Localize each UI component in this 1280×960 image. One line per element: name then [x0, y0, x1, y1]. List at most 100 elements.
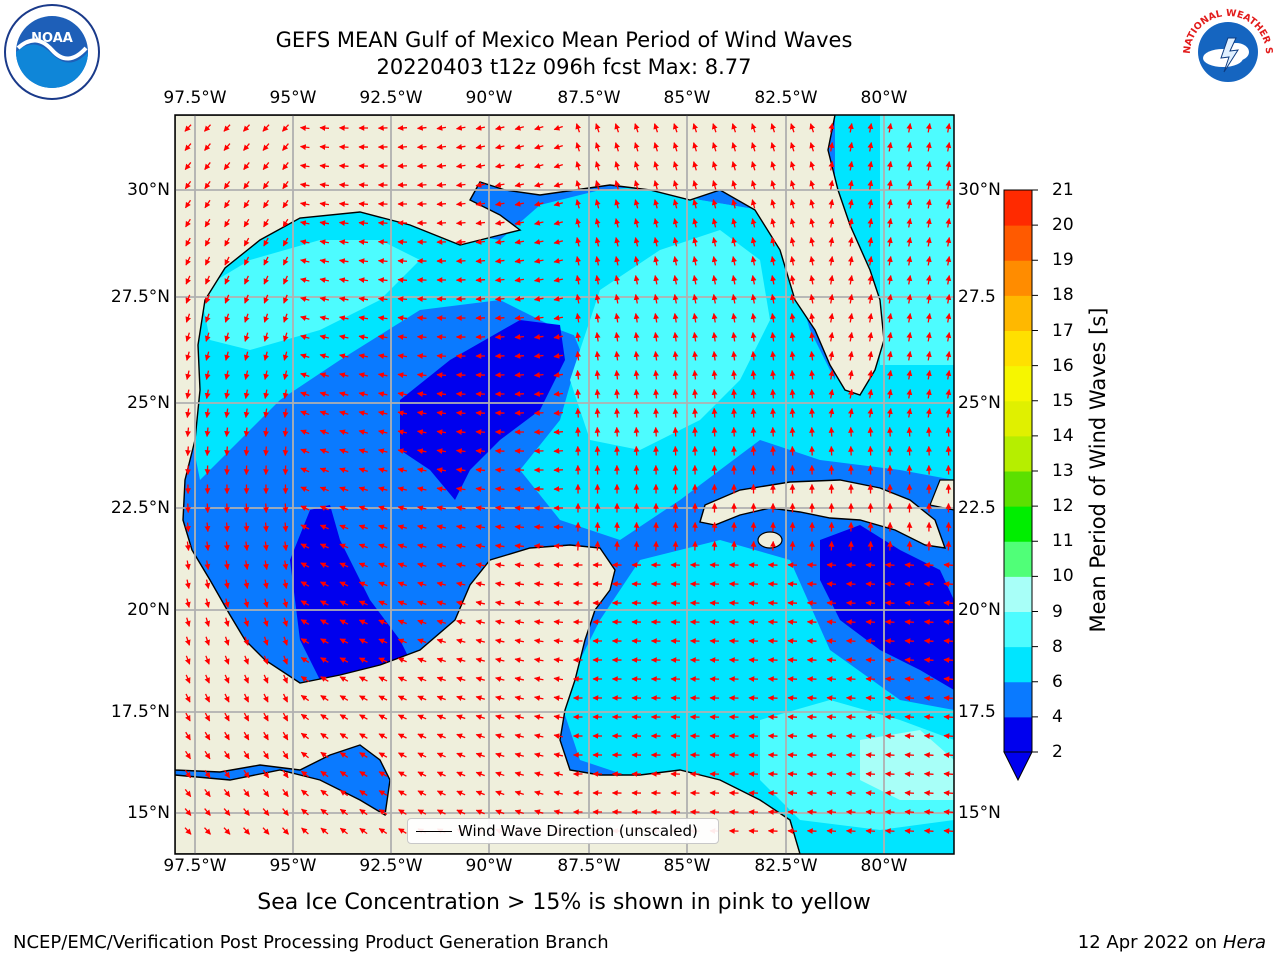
wind-wave-arrow	[204, 750, 211, 760]
wind-wave-arrow	[711, 237, 718, 247]
wind-wave-arrow	[319, 163, 330, 169]
wind-wave-arrow	[653, 293, 660, 304]
wind-wave-arrow	[204, 789, 211, 798]
wind-wave-arrow	[533, 562, 544, 568]
lon-tick-top: 80°W	[860, 88, 908, 108]
wind-wave-arrow	[553, 238, 564, 245]
wind-wave-arrow	[358, 676, 368, 682]
wind-wave-arrow	[338, 239, 349, 246]
wind-wave-arrow	[358, 353, 369, 360]
lon-tick-bottom: 85°W	[663, 856, 711, 876]
wind-wave-arrow	[358, 467, 368, 474]
wind-wave-arrow	[672, 331, 679, 342]
wind-wave-arrow	[534, 162, 544, 169]
wind-wave-arrow	[300, 391, 310, 398]
wind-wave-arrow	[884, 828, 895, 834]
wind-wave-arrow	[884, 771, 895, 777]
wind-wave-arrow	[358, 410, 369, 417]
wind-wave-arrow	[243, 731, 250, 741]
wind-wave-arrow	[475, 181, 486, 188]
wind-wave-arrow	[282, 162, 289, 171]
wind-wave-arrow	[359, 752, 368, 758]
wind-wave-arrow	[300, 334, 310, 341]
wind-wave-arrow	[711, 350, 718, 361]
lat-tick-left: 25°N	[127, 393, 170, 413]
wind-wave-arrow	[692, 199, 699, 209]
wind-wave-arrow	[923, 828, 934, 834]
wind-wave-arrow	[397, 315, 408, 321]
wind-wave-arrow	[514, 276, 525, 283]
wind-wave-arrow	[358, 600, 368, 606]
light-cyan-atlantic	[880, 115, 954, 365]
wind-wave-arrow	[653, 161, 660, 171]
wind-wave-arrow	[377, 334, 388, 341]
wind-wave-arrow	[455, 391, 466, 397]
wind-wave-arrow	[904, 771, 915, 777]
colorbar	[1003, 189, 1038, 782]
wind-wave-arrow	[319, 410, 329, 417]
wind-wave-arrow	[397, 562, 407, 569]
wind-wave-arrow	[731, 312, 738, 323]
colorbar-tick-label: 14	[1052, 425, 1074, 446]
wind-wave-arrow	[750, 407, 757, 418]
wind-wave-arrow	[224, 693, 230, 703]
wind-wave-arrow	[633, 407, 640, 418]
wind-wave-arrow	[633, 218, 640, 228]
wind-wave-arrow	[358, 448, 369, 455]
wind-wave-arrow	[397, 448, 408, 455]
wind-wave-arrow	[672, 256, 679, 266]
wind-wave-arrow	[925, 331, 932, 342]
wind-wave-arrow	[243, 541, 250, 552]
wind-wave-arrow	[770, 180, 777, 190]
colorbar-tick-label: 9	[1052, 601, 1063, 622]
wind-wave-arrow	[494, 600, 505, 607]
wind-wave-arrow	[397, 429, 408, 436]
wind-wave-arrow	[300, 429, 310, 436]
wind-wave-arrow	[436, 733, 446, 739]
wind-wave-arrow	[319, 372, 330, 379]
wind-wave-arrow	[475, 657, 486, 664]
wind-wave-arrow	[770, 256, 777, 266]
wind-wave-arrow	[300, 448, 310, 454]
wind-wave-arrow	[282, 750, 289, 760]
wind-wave-arrow	[244, 313, 250, 323]
wind-wave-arrow	[594, 426, 601, 437]
wind-wave-arrow	[692, 426, 698, 437]
wind-wave-arrow	[672, 199, 679, 209]
wind-wave-arrow	[553, 581, 564, 587]
wind-wave-arrow	[904, 657, 915, 663]
wind-wave-arrow	[633, 426, 640, 437]
wind-wave-arrow	[867, 331, 874, 342]
lon-tick-top: 97.5°W	[163, 88, 227, 108]
wind-wave-arrow	[867, 407, 874, 418]
wind-wave-arrow	[475, 714, 485, 721]
wind-wave-arrow	[224, 541, 230, 552]
colorbar-band	[1004, 225, 1032, 261]
colorbar-tick-label: 20	[1052, 215, 1074, 236]
colorbar-tick-label: 10	[1052, 566, 1074, 587]
wind-wave-arrow	[494, 200, 505, 207]
wind-wave-arrow	[358, 315, 369, 322]
wind-wave-arrow	[692, 388, 698, 399]
wind-wave-arrow	[553, 143, 563, 150]
wind-wave-arrow	[770, 388, 776, 399]
wind-wave-arrow	[243, 446, 250, 457]
wind-wave-arrow	[653, 237, 660, 247]
wind-wave-arrow	[204, 769, 211, 779]
wind-wave-arrow	[300, 732, 310, 740]
wind-wave-arrow	[770, 161, 777, 171]
wind-wave-arrow	[282, 598, 289, 608]
wind-wave-arrow	[750, 123, 757, 133]
wind-wave-arrow	[614, 142, 621, 152]
wind-wave-arrow	[923, 809, 934, 815]
wind-wave-arrow	[533, 657, 544, 664]
wind-wave-arrow	[514, 714, 525, 721]
wind-wave-arrow	[534, 257, 544, 264]
wind-wave-arrow	[204, 389, 211, 399]
wind-wave-arrow	[185, 237, 191, 247]
wind-wave-arrow	[185, 332, 192, 342]
wind-wave-arrow	[867, 236, 874, 247]
colorbar-band	[1004, 435, 1032, 472]
wind-wave-arrow	[553, 314, 564, 321]
wind-wave-arrow	[553, 752, 564, 759]
